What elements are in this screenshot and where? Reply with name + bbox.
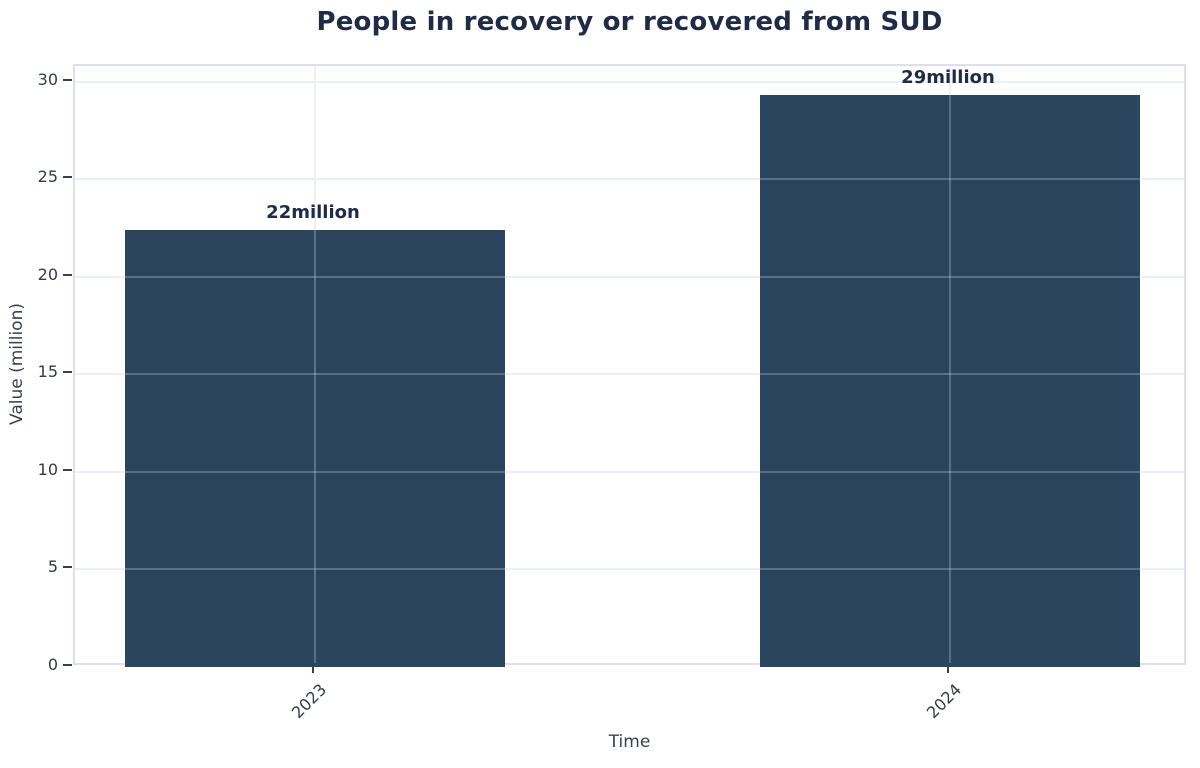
y-tick-label-30: 30	[37, 69, 58, 89]
h-gridline-15	[75, 373, 1184, 376]
x-tick-label-2024: 2024	[922, 679, 966, 723]
x-axis-label: Time	[608, 732, 651, 752]
y-tick-label-25: 25	[37, 167, 58, 187]
v-gridline-2023	[314, 66, 316, 663]
h-gridline-30	[75, 80, 1184, 83]
bar-value-label-2023: 22million	[266, 201, 360, 223]
x-tick-mark-2023	[312, 666, 314, 673]
h-gridline-5	[75, 568, 1184, 571]
v-gridline-2024	[949, 66, 951, 663]
y-tick-label-0: 0	[47, 655, 58, 674]
bars-layer	[75, 66, 1184, 667]
plot-area	[73, 64, 1186, 667]
x-tick-label-2023: 2023	[287, 679, 331, 723]
y-tick-label-10: 10	[37, 459, 58, 479]
gridlines-over-layer	[75, 66, 1184, 663]
h-gridline-25	[75, 178, 1184, 181]
y-tick-label-15: 15	[37, 362, 58, 382]
y-tick-mark-0	[63, 664, 72, 666]
y-tick-mark-5	[63, 566, 72, 569]
h-gridline-20	[75, 275, 1184, 278]
y-tick-mark-10	[63, 468, 72, 471]
h-gridline-30	[75, 80, 1184, 83]
y-tick-mark-20	[63, 273, 72, 276]
bar-2023	[125, 229, 505, 667]
y-axis-label: Value (million)	[7, 303, 27, 425]
h-gridline-10	[75, 470, 1184, 473]
bar-2024	[760, 95, 1140, 667]
x-tick-mark-2024	[947, 666, 949, 673]
bar-value-label-2024: 29million	[901, 67, 995, 89]
h-gridline-10	[75, 470, 1184, 473]
chart-title: People in recovery or recovered from SUD	[316, 7, 943, 37]
h-gridline-20	[75, 275, 1184, 278]
y-tick-mark-30	[63, 78, 72, 81]
y-tick-label-5: 5	[47, 557, 58, 577]
y-tick-label-20: 20	[37, 264, 58, 284]
y-tick-mark-15	[63, 371, 72, 374]
y-tick-mark-25	[63, 176, 72, 179]
h-gridline-5	[75, 568, 1184, 571]
h-gridline-25	[75, 178, 1184, 181]
h-gridline-15	[75, 373, 1184, 376]
